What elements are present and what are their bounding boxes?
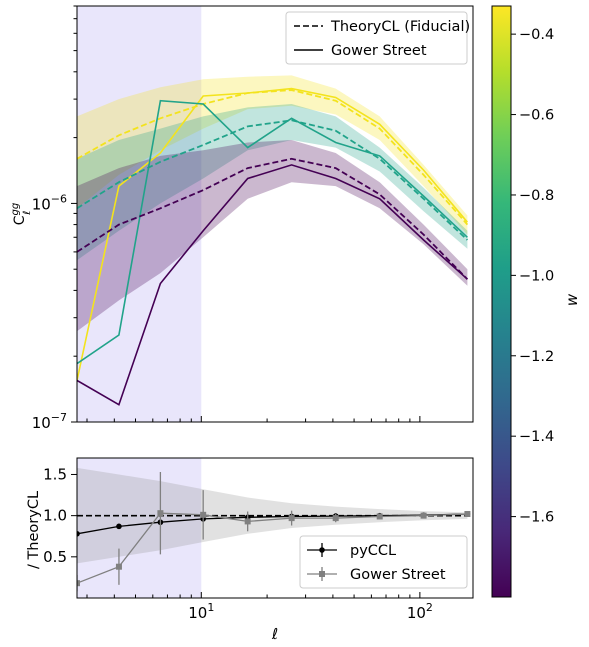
- x-axis-label: ℓ: [271, 625, 278, 643]
- x-tick-label: 102: [407, 601, 433, 622]
- x-tick-label-exp: 1: [207, 601, 214, 614]
- data-point: [200, 511, 207, 518]
- excluded-scale-region: [77, 6, 202, 422]
- legend-label-0: TheoryCL (Fiducial): [330, 19, 470, 35]
- bottom-y-tick-label: 1.5: [43, 465, 67, 483]
- top-y-tick-label-exp: −7: [51, 411, 67, 424]
- top-legend: TheoryCL (Fiducial) Gower Street: [285, 11, 470, 65]
- top-legend-box: [285, 11, 468, 65]
- data-point: [464, 511, 471, 517]
- top-y-tick-label-exp: −6: [51, 192, 67, 205]
- bottom-legend: pyCCL Gower Street: [299, 535, 468, 589]
- top-plot-area: [77, 6, 469, 422]
- uncertainty-band-0: [77, 75, 468, 235]
- top-y-tick-label-base: 10: [32, 414, 51, 432]
- bottom-legend-box: [299, 535, 468, 589]
- colorbar-tick-label: −0.4: [519, 27, 554, 43]
- legend-marker-0: [319, 547, 325, 553]
- data-point: [77, 580, 80, 587]
- ratio-uncertainty-band: [77, 467, 468, 564]
- data-point: [376, 513, 383, 520]
- gower-line-0: [77, 87, 469, 381]
- x-tick-label: 101: [188, 601, 214, 622]
- data-point: [288, 515, 295, 522]
- uncertainty-band-1: [77, 104, 468, 261]
- legend-label-0: pyCCL: [350, 543, 396, 559]
- colorbar-label: w: [563, 293, 581, 306]
- colorbar-tick-label: −1.4: [519, 429, 554, 445]
- legend-label-1: Gower Street: [331, 43, 427, 59]
- ylabel-gg: gg: [10, 203, 21, 216]
- ratio-line-1: [77, 512, 468, 584]
- top-y-tick-label: 10−6: [32, 192, 67, 213]
- bottom-y-axis-label: / TheoryCL: [26, 491, 42, 569]
- top-y-tick-label-base: 10: [32, 195, 51, 213]
- colorbar-tick-label: −1.6: [519, 510, 554, 526]
- x-tick-label-base: 10: [407, 604, 426, 622]
- colorbar: −0.4 −0.6 −0.8 −1.0 −1.2 −1.4 −1.6 w: [491, 5, 581, 598]
- legend-marker-1: [319, 571, 325, 577]
- data-point: [115, 563, 122, 570]
- ylabel-ell: ℓ: [22, 211, 33, 215]
- bottom-y-tick-label: 1.0: [43, 507, 67, 525]
- bottom-plot-area: [77, 458, 473, 598]
- data-point: [157, 510, 164, 517]
- bottom-y-tick-label: 0.5: [43, 548, 67, 566]
- colorbar-scale: [491, 5, 512, 598]
- gower-line-1: [77, 99, 468, 365]
- x-tick-label-base: 10: [188, 604, 207, 622]
- bottom-frame: [76, 457, 474, 599]
- top-y-tick-label: 10−7: [32, 411, 67, 432]
- data-point: [77, 530, 80, 537]
- colorbar-tick-label: −1.0: [519, 268, 554, 284]
- theory-line-1: [77, 119, 469, 241]
- gower-line-2: [77, 164, 468, 406]
- data-point: [244, 518, 251, 525]
- colorbar-tick-label: −0.8: [519, 188, 554, 204]
- top-frame: [76, 5, 474, 423]
- data-point: [116, 523, 122, 530]
- theory-line-2: [77, 157, 469, 280]
- data-point: [332, 515, 339, 522]
- ylabel-C: C: [12, 215, 28, 225]
- top-y-axis-label: Cggℓ: [10, 203, 33, 225]
- data-point: [420, 512, 427, 519]
- colorbar-tick-label: −0.6: [519, 108, 554, 124]
- colorbar-tick-label: −1.2: [519, 349, 554, 365]
- x-tick-label-exp: 2: [426, 601, 433, 614]
- legend-label-1: Gower Street: [350, 567, 446, 583]
